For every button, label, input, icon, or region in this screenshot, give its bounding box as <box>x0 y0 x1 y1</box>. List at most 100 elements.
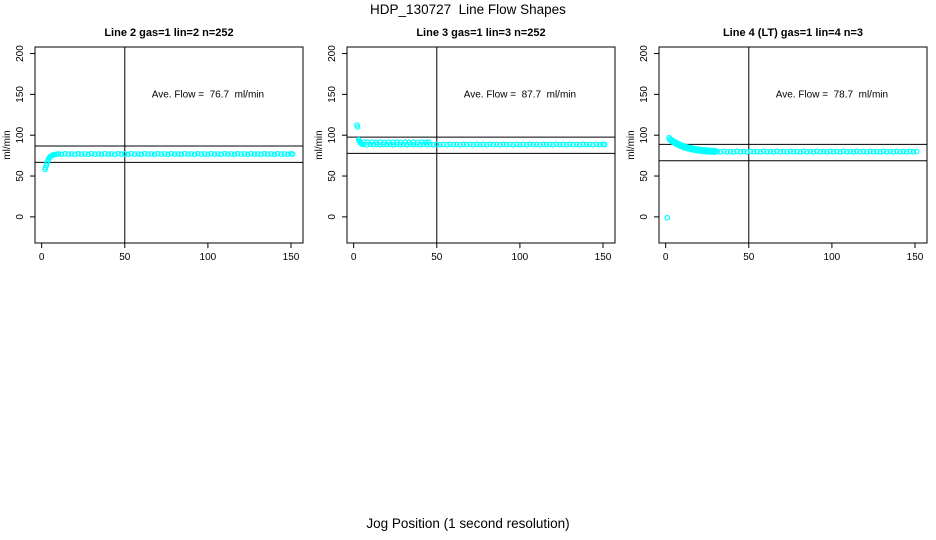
data-point <box>155 150 161 157</box>
panel-title: Line 4 (LT) gas=1 lin=4 n=3 <box>723 27 863 39</box>
data-point <box>364 142 370 148</box>
panel-1: Line 2 gas=1 lin=2 n=252 0 50 100 150 200 0 50 1… <box>2 27 304 263</box>
data-point <box>450 141 457 148</box>
data-point <box>268 151 274 157</box>
data-point <box>185 151 191 157</box>
x-tick-label: 50 <box>119 252 131 263</box>
data-point <box>757 149 764 155</box>
data-point <box>596 141 603 148</box>
data-point <box>198 151 205 157</box>
plot-box <box>34 46 304 244</box>
data-point <box>191 151 198 158</box>
data-point <box>447 141 453 148</box>
data-point <box>181 150 188 157</box>
panel-title: Line 3 gas=1 lin=3 n=252 <box>416 27 545 39</box>
data-point <box>384 141 390 148</box>
data-point <box>460 141 467 148</box>
data-point <box>790 149 797 155</box>
data-point <box>533 141 540 148</box>
data-point <box>550 142 557 148</box>
data-point <box>586 141 593 148</box>
data-point <box>580 141 586 148</box>
data-point <box>417 142 424 148</box>
data-point <box>151 151 158 158</box>
data-point <box>102 150 108 157</box>
data-point <box>228 151 235 157</box>
data-point <box>82 151 88 157</box>
data-point <box>810 149 817 155</box>
y-tick-label: 200 <box>639 45 650 62</box>
data-point <box>88 150 95 157</box>
data-point <box>566 141 573 148</box>
data-point <box>510 142 517 148</box>
data-point <box>907 148 913 155</box>
data-point <box>784 149 790 155</box>
data-point <box>400 141 407 148</box>
data-point <box>258 151 264 158</box>
data-point <box>780 148 787 155</box>
data-point <box>863 149 870 155</box>
data-point <box>397 141 404 148</box>
data-point <box>218 151 225 158</box>
data-point <box>497 142 503 148</box>
x-axis: 0 50 100 150 <box>663 243 924 263</box>
data-point <box>407 141 414 148</box>
x-axis-title: Jog Position (1 second resolution) <box>366 516 570 531</box>
data-point <box>837 149 844 155</box>
data-point <box>553 141 560 148</box>
data-point <box>231 151 238 158</box>
data-point <box>593 141 600 148</box>
data-point <box>284 151 291 158</box>
y-tick-label: 50 <box>15 170 26 182</box>
data-point <box>500 141 507 148</box>
data-point <box>427 141 433 148</box>
data-point <box>387 141 394 148</box>
data-point <box>390 142 397 148</box>
data-point <box>208 150 215 157</box>
data-point <box>880 148 887 155</box>
data-point <box>760 148 767 155</box>
data-point <box>563 142 570 148</box>
data-point <box>853 148 860 155</box>
data-point <box>145 151 151 157</box>
data-point <box>747 148 754 155</box>
data-point <box>158 151 165 157</box>
data-point <box>764 149 770 155</box>
y-tick-label: 0 <box>639 214 650 220</box>
data-point <box>480 141 487 148</box>
data-point <box>261 150 268 157</box>
y-tick-label: 200 <box>327 45 338 62</box>
data-point <box>807 148 814 155</box>
data-point <box>910 149 917 155</box>
data-point <box>225 151 231 157</box>
data-point <box>750 149 757 155</box>
y-axis-label: ml/min <box>314 130 325 159</box>
data-point <box>238 151 245 157</box>
data-point <box>443 142 450 148</box>
ave-flow-annotation: Ave. Flow = 78.7 ml/min <box>776 89 888 100</box>
data-point <box>148 151 155 157</box>
data-point <box>215 151 221 157</box>
data-point <box>714 148 721 155</box>
data-point <box>470 142 477 148</box>
plot-box <box>658 46 928 244</box>
data-point <box>423 141 430 148</box>
data-point <box>830 149 837 155</box>
data-point <box>274 150 281 157</box>
data-point <box>556 141 563 148</box>
y-axis: 0 50 100 150 200 <box>639 45 659 220</box>
data-point <box>404 142 410 148</box>
x-tick-label: 100 <box>824 252 841 263</box>
data-point <box>520 141 527 148</box>
data-point <box>744 149 750 155</box>
data-point <box>221 150 228 157</box>
data-point <box>211 151 218 157</box>
data-point <box>254 151 261 157</box>
data-point <box>55 151 62 157</box>
data-point <box>62 150 68 157</box>
data-point <box>138 151 145 158</box>
data-point <box>834 148 840 155</box>
data-point <box>374 141 380 148</box>
data-point <box>370 141 377 148</box>
